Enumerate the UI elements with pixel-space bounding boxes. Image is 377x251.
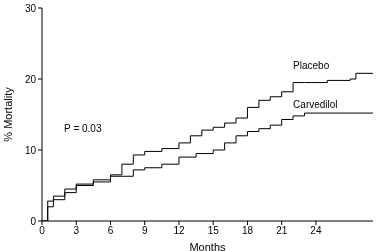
svg-text:6: 6 bbox=[108, 225, 114, 236]
svg-text:9: 9 bbox=[142, 225, 148, 236]
svg-text:10: 10 bbox=[25, 145, 37, 156]
svg-text:% Mortality: % Mortality bbox=[8, 87, 14, 142]
svg-text:24: 24 bbox=[310, 225, 322, 236]
svg-text:0: 0 bbox=[30, 216, 36, 227]
svg-text:0: 0 bbox=[39, 225, 45, 236]
svg-text:15: 15 bbox=[208, 225, 220, 236]
svg-text:3: 3 bbox=[73, 225, 79, 236]
svg-text:20: 20 bbox=[25, 74, 37, 85]
svg-text:Months: Months bbox=[189, 241, 226, 251]
svg-text:Carvedilol: Carvedilol bbox=[293, 99, 337, 110]
svg-text:18: 18 bbox=[242, 225, 254, 236]
svg-text:Placebo: Placebo bbox=[293, 60, 330, 71]
svg-text:30: 30 bbox=[25, 3, 37, 14]
svg-text:P = 0.03: P = 0.03 bbox=[64, 123, 102, 134]
svg-text:12: 12 bbox=[173, 225, 185, 236]
svg-text:21: 21 bbox=[276, 225, 288, 236]
